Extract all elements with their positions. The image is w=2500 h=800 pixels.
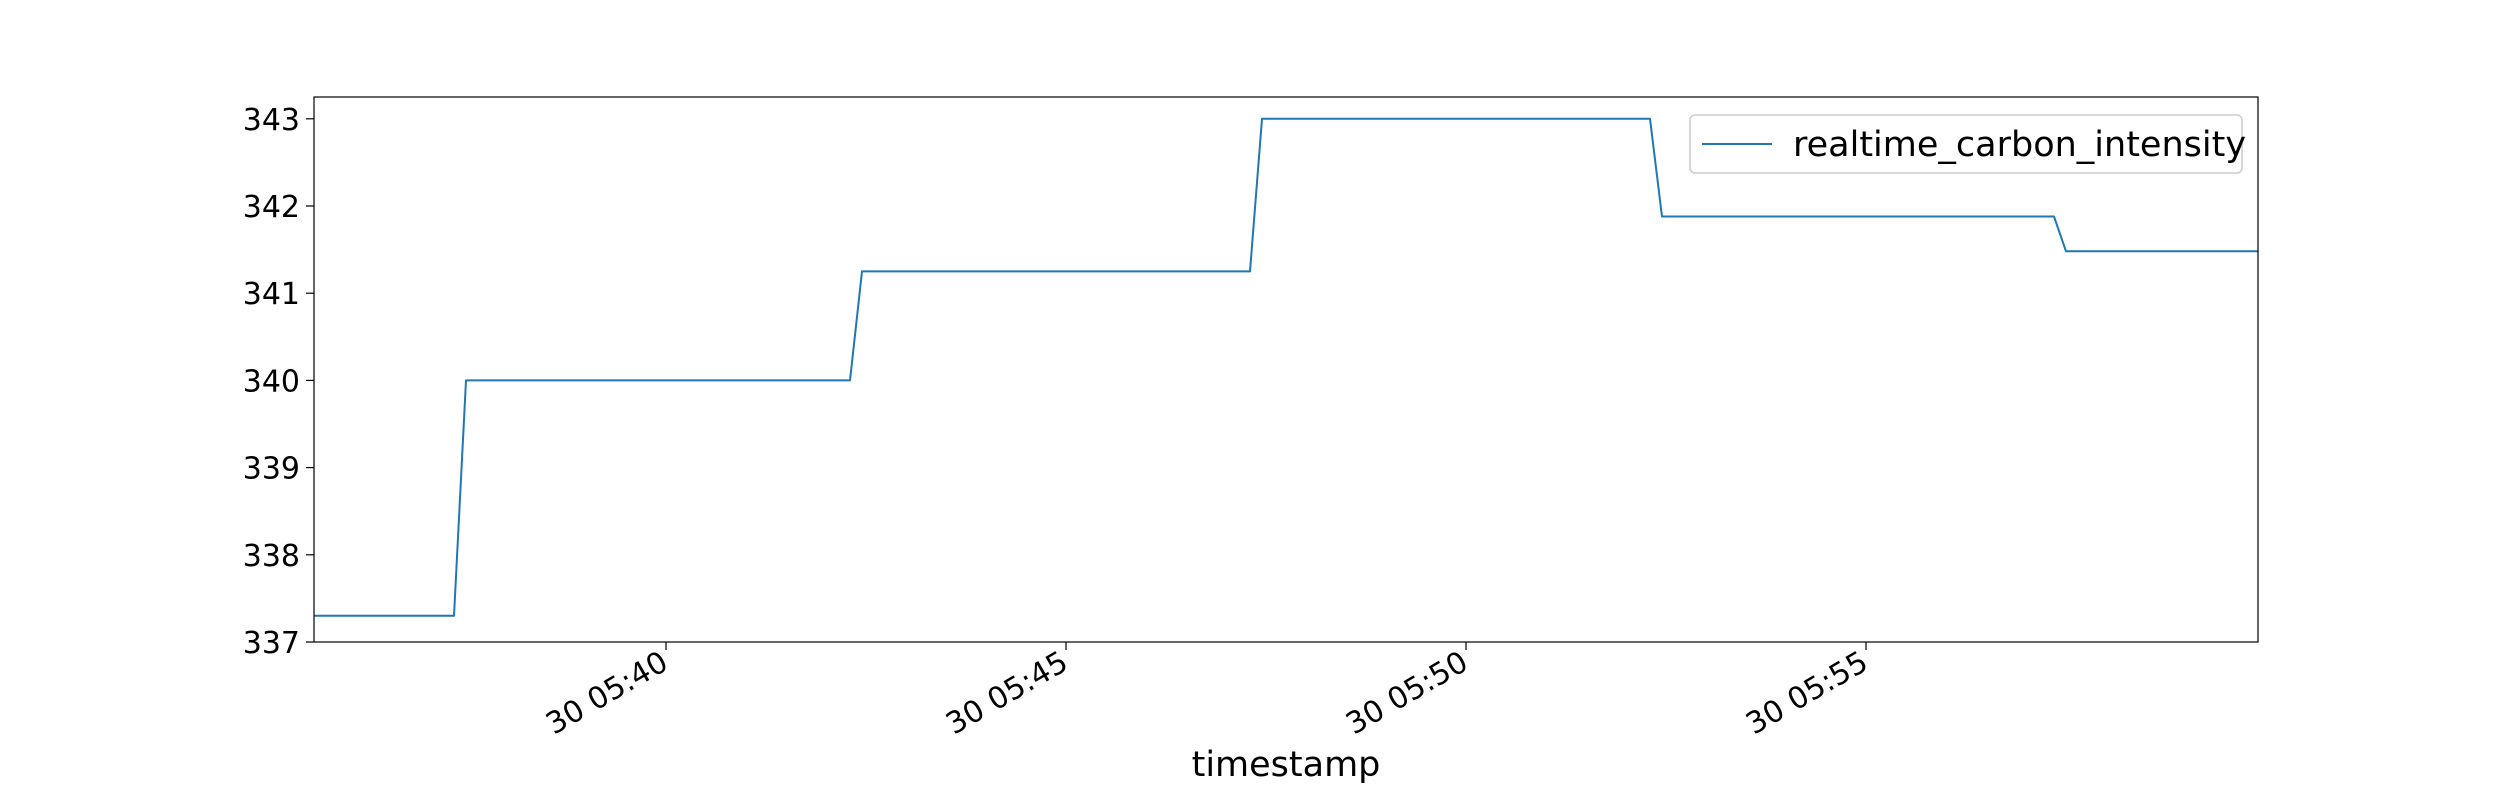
series-line-realtime-carbon-intensity (314, 117, 2258, 617)
legend-label: realtime_carbon_intensity (1793, 125, 2246, 165)
y-tick-label: 341 (243, 277, 300, 312)
y-tick-label: 342 (243, 190, 300, 225)
y-tick-label: 338 (243, 539, 300, 574)
legend: realtime_carbon_intensity (1689, 114, 2246, 174)
y-tick-label: 340 (243, 364, 300, 399)
y-axis: 337 338 339 340 341 342 343 (243, 103, 314, 661)
y-tick-label: 337 (243, 626, 300, 661)
series-layer (314, 117, 2258, 617)
y-tick-label: 339 (243, 452, 300, 487)
legend-box (1689, 114, 2243, 174)
y-tick-label: 343 (243, 103, 300, 138)
plot-area-frame (313, 96, 2259, 643)
x-axis-title: timestamp (1192, 745, 1381, 785)
